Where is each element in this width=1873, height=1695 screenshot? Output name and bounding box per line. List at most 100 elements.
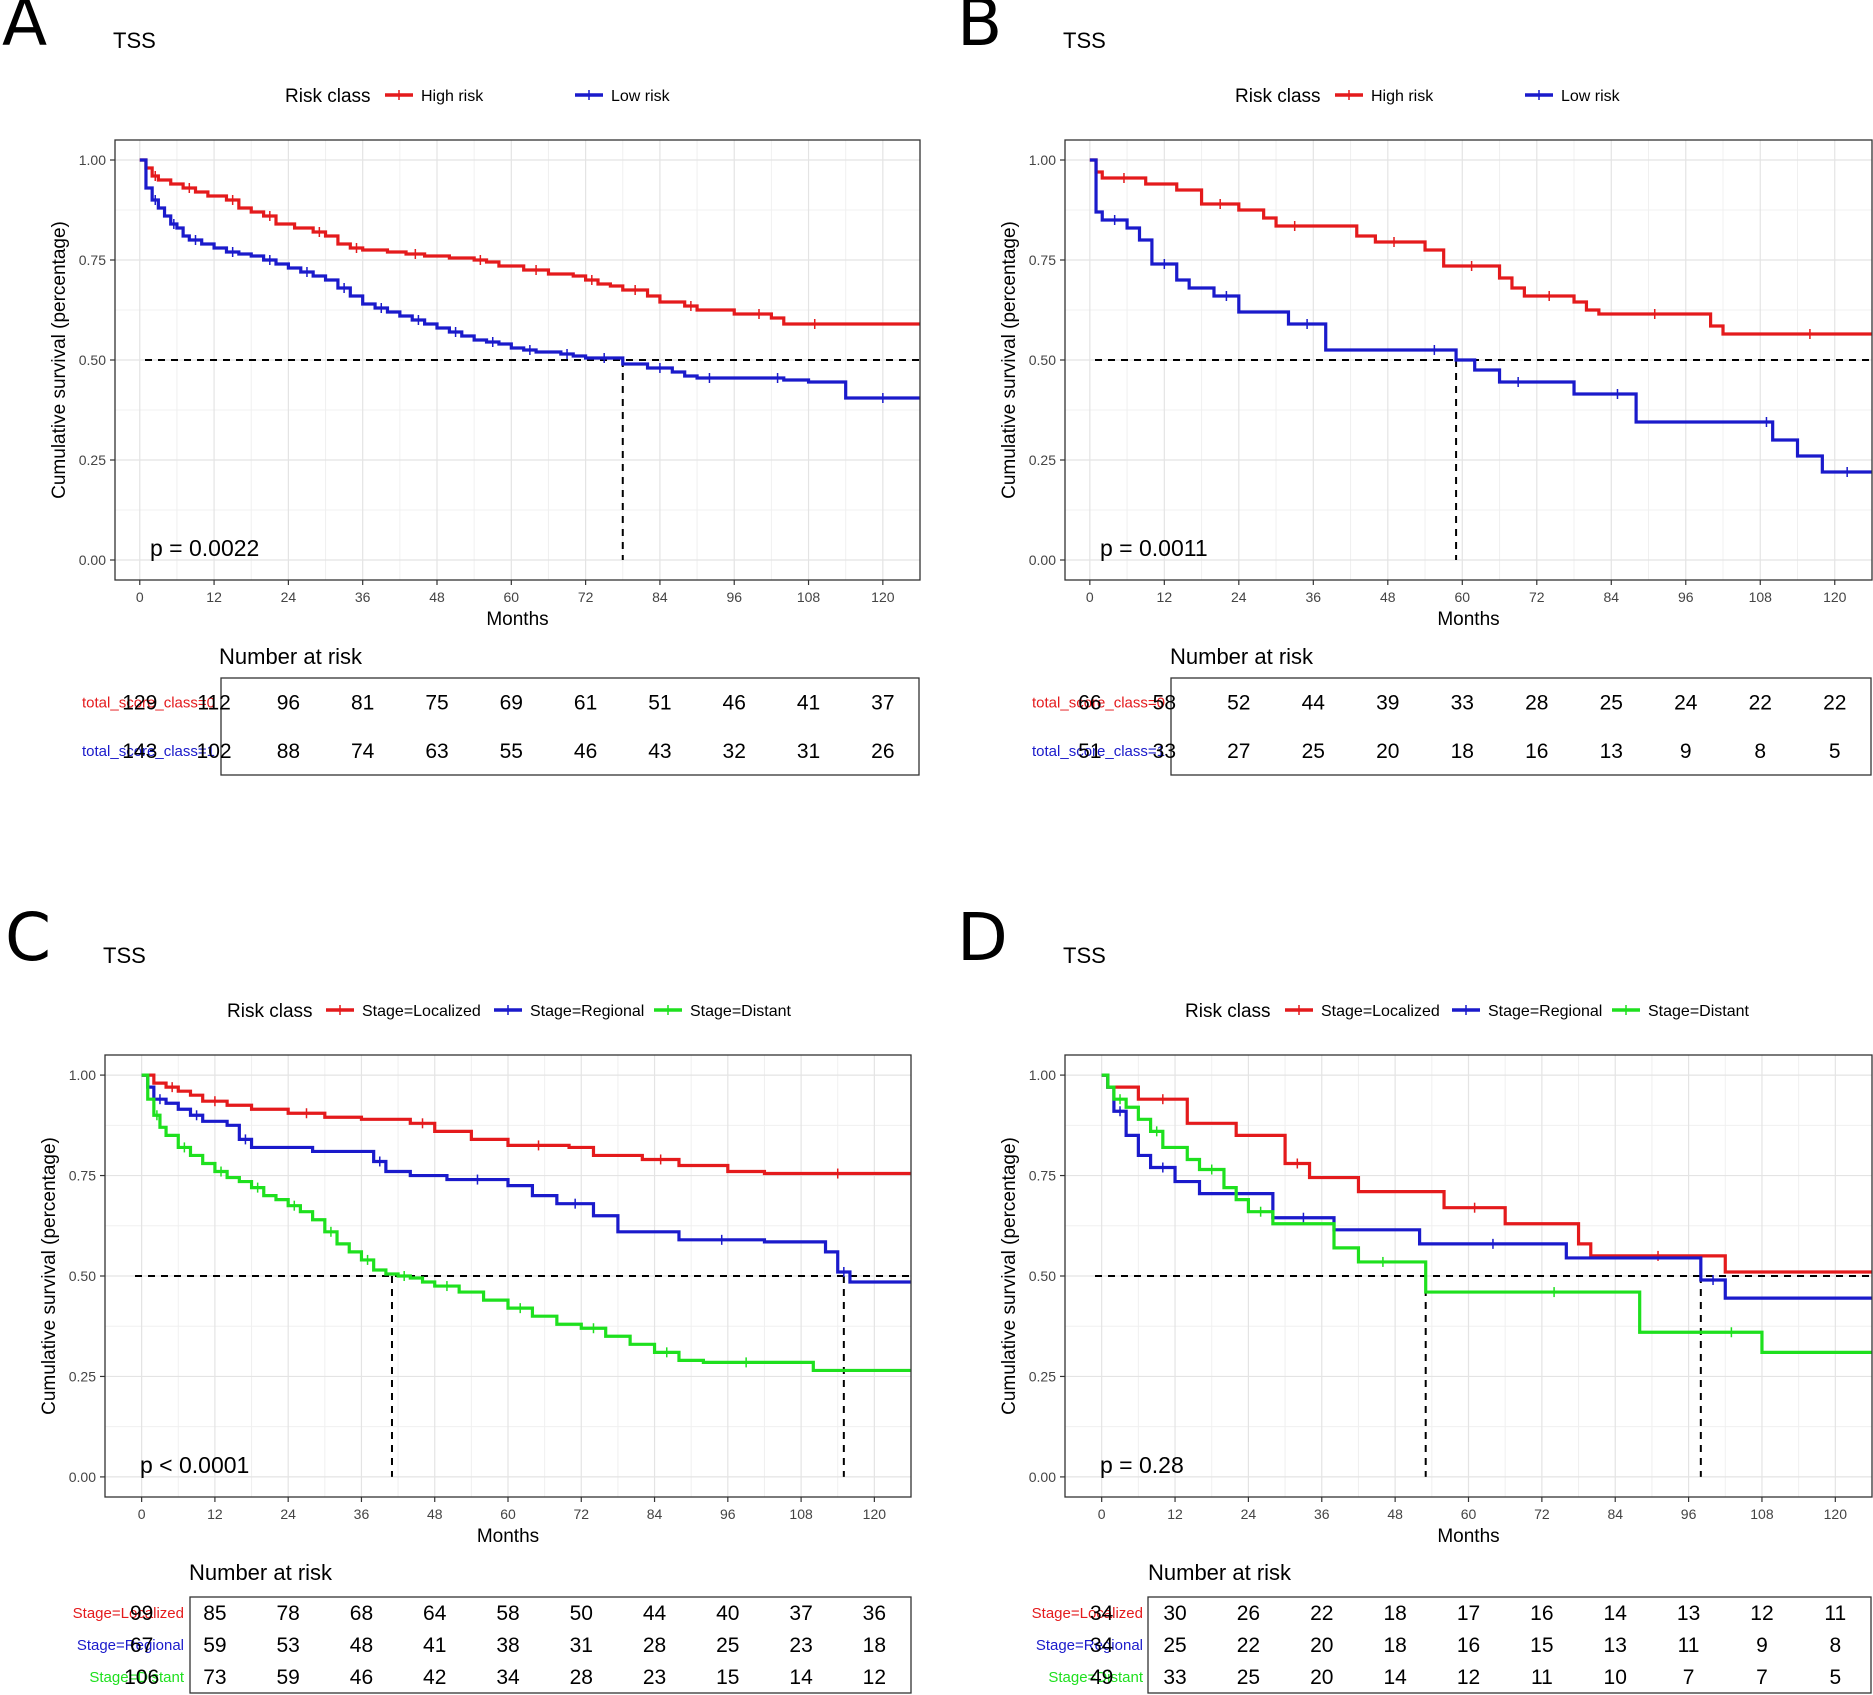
x-tick-label: 0 (138, 1506, 146, 1522)
risk-row-label: Stage=Localized (1032, 1605, 1143, 1622)
risk-table-title: Number at risk (219, 644, 363, 669)
risk-cell: 31 (570, 1634, 593, 1657)
x-tick-label: 48 (1380, 589, 1396, 605)
risk-cell: 15 (1530, 1634, 1553, 1657)
x-tick-label: 0 (136, 589, 144, 605)
risk-cell: 33 (1153, 740, 1176, 763)
risk-cell: 59 (277, 1666, 300, 1689)
risk-cell: 28 (643, 1634, 666, 1657)
risk-cell: 129 (122, 691, 157, 714)
y-tick-label: 0.00 (79, 552, 106, 568)
risk-row-label: Stage=Localized (73, 1605, 184, 1622)
risk-cell: 12 (863, 1666, 886, 1689)
risk-cell: 18 (1383, 1602, 1406, 1625)
risk-cell: 26 (1237, 1602, 1260, 1625)
risk-row-label: total_score_class=0 (82, 694, 215, 711)
risk-cell: 78 (277, 1602, 300, 1625)
y-tick-label: 0.50 (79, 352, 106, 368)
risk-table-title: Number at risk (189, 1560, 333, 1585)
risk-cell: 50 (570, 1602, 593, 1625)
x-tick-label: 48 (427, 1506, 443, 1522)
risk-cell: 25 (1163, 1634, 1186, 1657)
risk-cell: 27 (1227, 740, 1250, 763)
risk-cell: 73 (203, 1666, 226, 1689)
risk-cell: 88 (277, 740, 300, 763)
risk-cell: 74 (351, 740, 375, 763)
plot-subtitle: TSS (103, 943, 146, 968)
risk-cell: 59 (203, 1634, 226, 1657)
risk-cell: 38 (496, 1634, 519, 1657)
x-tick-label: 108 (1750, 1506, 1774, 1522)
x-tick-label: 120 (1823, 589, 1847, 605)
series-line (1089, 158, 1872, 474)
risk-cell: 18 (1451, 740, 1474, 763)
legend-label: Low risk (1561, 88, 1621, 105)
risk-cell: 7 (1683, 1666, 1695, 1689)
risk-cell: 15 (716, 1666, 739, 1689)
x-tick-label: 0 (1086, 589, 1094, 605)
risk-cell: 37 (871, 691, 894, 714)
x-axis-title: Months (1437, 609, 1499, 630)
legend-title: Risk class (1185, 1001, 1271, 1022)
risk-cell: 40 (716, 1602, 739, 1625)
risk-cell: 41 (423, 1634, 446, 1657)
risk-cell: 18 (1383, 1634, 1406, 1657)
risk-cell: 17 (1457, 1602, 1480, 1625)
legend-label: Stage=Distant (690, 1003, 792, 1020)
y-axis-title: Cumulative survival (percentage) (39, 1137, 60, 1415)
risk-table-title: Number at risk (1170, 644, 1314, 669)
legend-label: High risk (1371, 88, 1434, 105)
risk-cell: 46 (350, 1666, 373, 1689)
y-tick-label: 1.00 (79, 152, 106, 168)
risk-cell: 42 (423, 1666, 446, 1689)
x-tick-label: 84 (647, 1506, 663, 1522)
x-axis-title: Months (1437, 1526, 1499, 1547)
risk-cell: 51 (648, 691, 671, 714)
x-tick-label: 120 (871, 589, 895, 605)
risk-cell: 11 (1678, 1634, 1700, 1657)
x-tick-label: 60 (1461, 1506, 1477, 1522)
risk-row-label: Stage=Regional (77, 1637, 184, 1654)
risk-cell: 25 (1600, 691, 1623, 714)
risk-cell: 58 (496, 1602, 519, 1625)
x-axis-title: Months (486, 609, 548, 630)
series-line (139, 158, 920, 326)
y-tick-label: 0.00 (1029, 552, 1056, 568)
series-line (141, 1073, 911, 1176)
p-value: p = 0.28 (1100, 1452, 1184, 1478)
risk-cell: 30 (1163, 1602, 1186, 1625)
y-tick-label: 1.00 (69, 1067, 96, 1083)
risk-cell: 20 (1376, 740, 1399, 763)
risk-cell: 58 (1153, 691, 1176, 714)
risk-cell: 8 (1754, 740, 1766, 763)
risk-cell: 102 (197, 740, 232, 763)
y-tick-label: 0.75 (69, 1168, 96, 1184)
legend-label: Stage=Distant (1648, 1003, 1750, 1020)
risk-cell: 112 (197, 691, 230, 714)
risk-cell: 12 (1457, 1666, 1480, 1689)
y-axis-title: Cumulative survival (percentage) (999, 221, 1020, 499)
risk-cell: 24 (1674, 691, 1698, 714)
risk-cell: 143 (122, 740, 157, 763)
x-tick-label: 72 (573, 1506, 589, 1522)
x-tick-label: 96 (1678, 589, 1694, 605)
x-tick-label: 12 (1157, 589, 1173, 605)
risk-cell: 8 (1829, 1634, 1841, 1657)
x-tick-label: 60 (504, 589, 520, 605)
x-tick-label: 60 (1455, 589, 1471, 605)
panel-b: B TSS Risk class High risk Low risk 0 12 24 36 48… (957, 0, 1873, 776)
risk-cell: 51 (1078, 740, 1101, 763)
y-tick-label: 0.25 (79, 452, 106, 468)
risk-cell: 20 (1310, 1666, 1333, 1689)
risk-cell: 10 (1604, 1666, 1627, 1689)
risk-cell: 22 (1823, 691, 1846, 714)
risk-cell: 25 (1237, 1666, 1260, 1689)
x-tick-label: 96 (1681, 1506, 1697, 1522)
x-tick-label: 36 (355, 589, 371, 605)
x-tick-label: 36 (354, 1506, 370, 1522)
risk-cell: 25 (1302, 740, 1325, 763)
series-line (139, 158, 920, 400)
risk-cell: 34 (496, 1666, 520, 1689)
x-tick-label: 36 (1306, 589, 1322, 605)
x-tick-label: 0 (1098, 1506, 1106, 1522)
